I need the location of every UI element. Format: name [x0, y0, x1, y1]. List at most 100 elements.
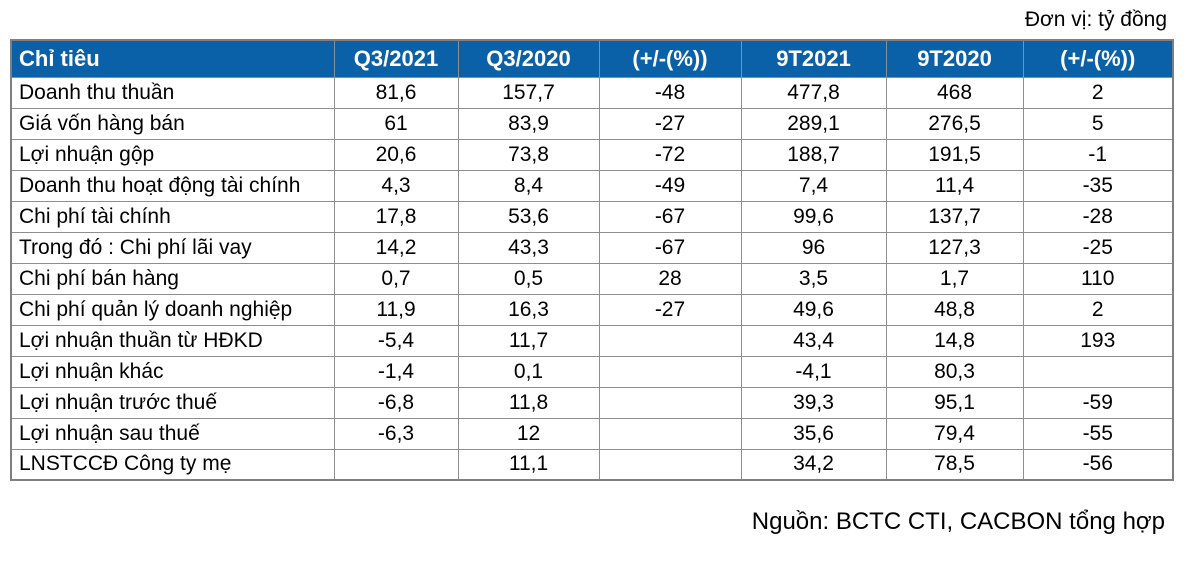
cell-value: 11,7 — [457, 324, 600, 357]
cell-value: 81,6 — [333, 76, 459, 109]
cell-value: 11,9 — [333, 293, 459, 326]
cell-value: 79,4 — [885, 417, 1024, 450]
cell-value: -28 — [1022, 200, 1174, 233]
row-label: Trong đó : Chi phí lãi vay — [10, 231, 335, 264]
cell-value: 43,3 — [457, 231, 600, 264]
cell-value — [598, 355, 742, 388]
cell-value — [333, 448, 459, 481]
row-label: Lợi nhuận khác — [10, 355, 335, 388]
row-label: Lợi nhuận sau thuế — [10, 417, 335, 450]
cell-value: -48 — [598, 76, 742, 109]
cell-value: 83,9 — [457, 107, 600, 140]
cell-value: 137,7 — [885, 200, 1024, 233]
cell-value: 95,1 — [885, 386, 1024, 419]
cell-value: 0,7 — [333, 262, 459, 295]
cell-value: 48,8 — [885, 293, 1024, 326]
cell-value: 99,6 — [740, 200, 887, 233]
cell-value: 14,8 — [885, 324, 1024, 357]
cell-value: 43,4 — [740, 324, 887, 357]
cell-value: -6,8 — [333, 386, 459, 419]
cell-value: 157,7 — [457, 76, 600, 109]
cell-value — [598, 324, 742, 357]
cell-value: -72 — [598, 138, 742, 171]
row-label: Giá vốn hàng bán — [10, 107, 335, 140]
cell-value: 53,6 — [457, 200, 600, 233]
cell-value: 80,3 — [885, 355, 1024, 388]
row-label: Chi phí quản lý doanh nghiệp — [10, 293, 335, 326]
financial-table: Chỉ tiêu Q3/2021 Q3/2020 (+/-(%)) 9T2021 9T20… — [10, 39, 1174, 481]
cell-value: 0,5 — [457, 262, 600, 295]
table-body: Doanh thu thuần 81,6 157,7 -48 477,8 468 2 Giá … — [10, 76, 1174, 481]
cell-value: -4,1 — [740, 355, 887, 388]
cell-value: 188,7 — [740, 138, 887, 171]
cell-value: 110 — [1022, 262, 1174, 295]
table-row: Trong đó : Chi phí lãi vay 14,2 43,3 -67 96 1… — [10, 231, 1174, 264]
cell-value: -35 — [1022, 169, 1174, 202]
cell-value: 11,1 — [457, 448, 600, 481]
table-row: Doanh thu thuần 81,6 157,7 -48 477,8 468 2 — [10, 76, 1174, 109]
cell-value: -25 — [1022, 231, 1174, 264]
cell-value: 49,6 — [740, 293, 887, 326]
cell-value: -27 — [598, 107, 742, 140]
column-header: 9T2021 — [740, 39, 887, 78]
cell-value: -49 — [598, 169, 742, 202]
cell-value: -1,4 — [333, 355, 459, 388]
cell-value: 14,2 — [333, 231, 459, 264]
cell-value: -6,3 — [333, 417, 459, 450]
cell-value: -67 — [598, 200, 742, 233]
cell-value: 34,2 — [740, 448, 887, 481]
table-row: LNSTCCĐ Công ty mẹ 11,1 34,2 78,5 -56 — [10, 448, 1174, 481]
cell-value: -1 — [1022, 138, 1174, 171]
row-label: Chi phí tài chính — [10, 200, 335, 233]
cell-value: 78,5 — [885, 448, 1024, 481]
row-label: Lợi nhuận trước thuế — [10, 386, 335, 419]
cell-value: 61 — [333, 107, 459, 140]
cell-value: -67 — [598, 231, 742, 264]
cell-value: 2 — [1022, 293, 1174, 326]
table-row: Lợi nhuận gộp 20,6 73,8 -72 188,7 191,5 -1 — [10, 138, 1174, 171]
cell-value: 276,5 — [885, 107, 1024, 140]
column-header: Q3/2020 — [457, 39, 600, 78]
source-label: Nguồn: BCTC CTI, CACBON tổng hợp — [751, 508, 1165, 535]
table-row: Lợi nhuận thuần từ HĐKD -5,4 11,7 43,4 14,8 1… — [10, 324, 1174, 357]
cell-value: 2 — [1022, 76, 1174, 109]
cell-value: 0,1 — [457, 355, 600, 388]
table-row: Chi phí quản lý doanh nghiệp 11,9 16,3 -27 4… — [10, 293, 1174, 326]
column-header: Q3/2021 — [333, 39, 459, 78]
row-label: Chi phí bán hàng — [10, 262, 335, 295]
table-row: Lợi nhuận trước thuế -6,8 11,8 39,3 95,1 -59 — [10, 386, 1174, 419]
cell-value: 191,5 — [885, 138, 1024, 171]
cell-value: 73,8 — [457, 138, 600, 171]
row-label: Lợi nhuận thuần từ HĐKD — [10, 324, 335, 357]
cell-value: -27 — [598, 293, 742, 326]
cell-value: 1,7 — [885, 262, 1024, 295]
cell-value: 20,6 — [333, 138, 459, 171]
cell-value: 127,3 — [885, 231, 1024, 264]
cell-value — [598, 448, 742, 481]
table-row: Lợi nhuận khác -1,4 0,1 -4,1 80,3 — [10, 355, 1174, 388]
column-header-label: Chỉ tiêu — [10, 39, 335, 78]
cell-value: 477,8 — [740, 76, 887, 109]
table-row: Lợi nhuận sau thuế -6,3 12 35,6 79,4 -55 — [10, 417, 1174, 450]
cell-value: 11,4 — [885, 169, 1024, 202]
cell-value: 468 — [885, 76, 1024, 109]
cell-value: 7,4 — [740, 169, 887, 202]
cell-value: 28 — [598, 262, 742, 295]
table-row: Chi phí tài chính 17,8 53,6 -67 99,6 137,7 -28 — [10, 200, 1174, 233]
cell-value: 3,5 — [740, 262, 887, 295]
cell-value: -5,4 — [333, 324, 459, 357]
cell-value: -59 — [1022, 386, 1174, 419]
cell-value: 17,8 — [333, 200, 459, 233]
cell-value: 35,6 — [740, 417, 887, 450]
cell-value: 4,3 — [333, 169, 459, 202]
cell-value: 39,3 — [740, 386, 887, 419]
row-label: Lợi nhuận gộp — [10, 138, 335, 171]
cell-value: 11,8 — [457, 386, 600, 419]
cell-value: 16,3 — [457, 293, 600, 326]
row-label: LNSTCCĐ Công ty mẹ — [10, 448, 335, 481]
column-header: (+/-(%)) — [598, 39, 742, 78]
cell-value: 5 — [1022, 107, 1174, 140]
cell-value: 12 — [457, 417, 600, 450]
row-label: Doanh thu hoạt động tài chính — [10, 169, 335, 202]
